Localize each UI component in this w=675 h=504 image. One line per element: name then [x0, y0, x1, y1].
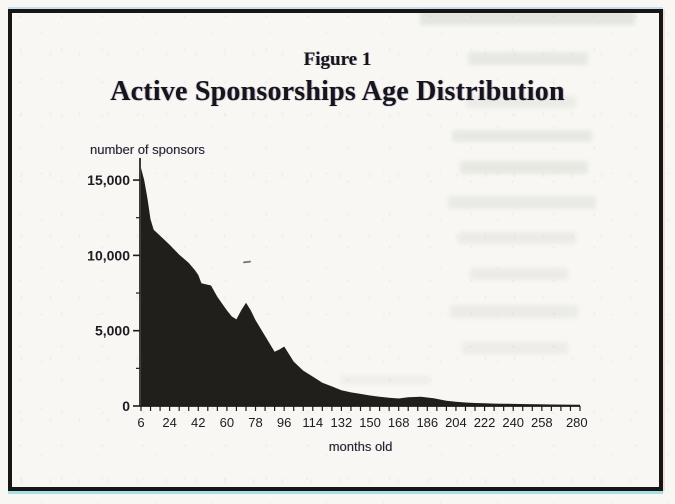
y-tick-label: 0	[122, 398, 130, 414]
y-tick-label: 5,000	[95, 323, 130, 339]
x-tick-label: 42	[191, 415, 205, 430]
y-tick-label: 10,000	[87, 247, 130, 263]
x-tick-label: 204	[445, 415, 467, 430]
x-tick-label: 24	[162, 415, 176, 430]
x-tick-label: 78	[248, 415, 262, 430]
figure-border-frame	[8, 9, 663, 491]
y-axis-title: number of sponsors	[90, 142, 205, 157]
figure-label: Figure 1	[303, 49, 372, 70]
x-tick-label: 222	[474, 415, 496, 430]
y-tick-label: 15,000	[87, 172, 130, 188]
x-tick-label: 280	[566, 415, 588, 430]
x-tick-label: 132	[331, 415, 353, 430]
area-fill	[141, 168, 580, 406]
x-tick-label: 168	[388, 415, 410, 430]
figure-title: Active Sponsorships Age Distribution	[110, 76, 565, 107]
x-tick-label: 96	[277, 415, 291, 430]
x-tick-label: 60	[220, 415, 234, 430]
x-tick-label: 6	[137, 415, 144, 430]
x-tick-label: 186	[416, 415, 438, 430]
x-tick-label: 258	[531, 415, 553, 430]
x-tick-label: 114	[302, 415, 323, 430]
x-tick-label: 240	[502, 415, 524, 430]
x-axis-title: months old	[328, 439, 393, 454]
x-tick-label: 150	[359, 415, 381, 430]
